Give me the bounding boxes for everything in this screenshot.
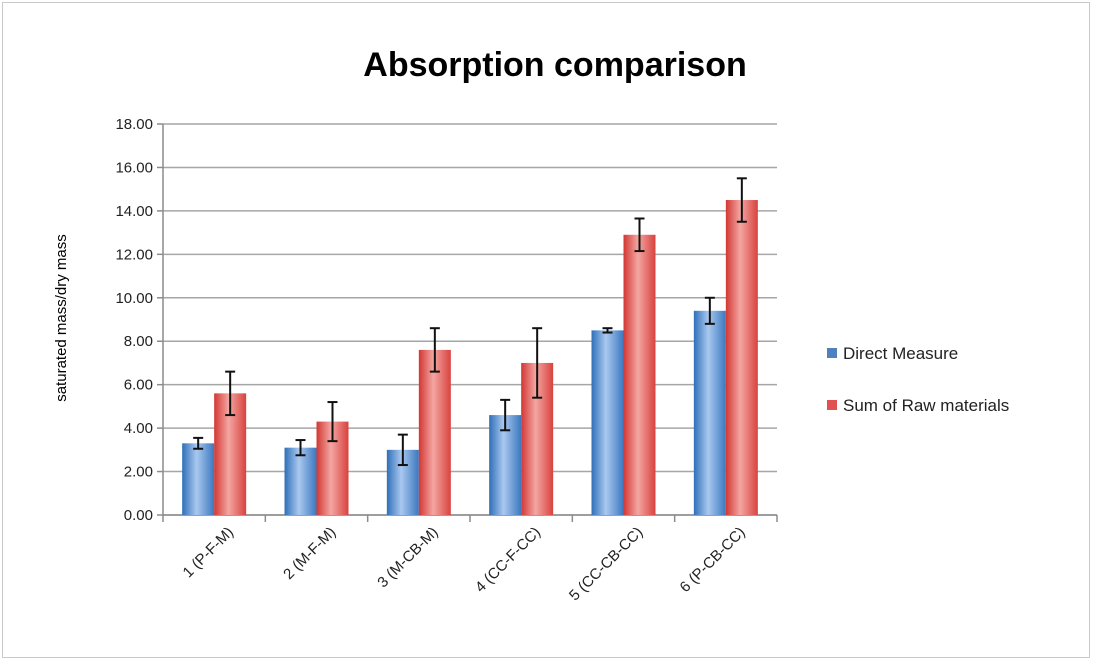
y-tick-label: 6.00 (124, 377, 153, 394)
y-tick-label: 16.00 (115, 159, 153, 176)
legend: Direct Measure Sum of Raw materials (827, 344, 1009, 415)
bar (591, 330, 624, 515)
y-tick-label: 10.00 (115, 290, 153, 307)
y-tick-label: 0.00 (124, 507, 153, 524)
x-category-label: 2 (M-F-M) (280, 524, 339, 583)
y-tick-label: 2.00 (124, 464, 153, 481)
y-tick-label: 8.00 (124, 333, 153, 350)
x-category-label: 1 (P-F-M) (180, 524, 237, 581)
x-category-label: 5 (CC-CB-CC) (566, 524, 646, 604)
legend-swatch (827, 348, 837, 358)
y-tick-label: 18.00 (115, 116, 153, 133)
bar (418, 349, 451, 515)
x-category-label: 3 (M-CB-M) (374, 524, 441, 591)
bar (489, 415, 522, 515)
y-tick-label: 12.00 (115, 246, 153, 263)
y-axis-label: saturated mass/dry mass (53, 234, 70, 402)
bar (284, 447, 317, 515)
legend-label: Sum of Raw materials (843, 396, 1009, 415)
bar (623, 234, 656, 516)
bar (693, 310, 726, 515)
plot-area: 0.00 2.00 4.00 6.00 8.00 10.00 12.00 14.00 16.00… (115, 116, 778, 604)
chart-title: Absorption comparison (363, 46, 746, 84)
bar (182, 443, 215, 515)
legend-swatch (827, 400, 837, 410)
y-tick-label: 4.00 (124, 420, 153, 437)
legend-label: Direct Measure (843, 344, 958, 363)
x-category-label: 4 (CC-F-CC) (472, 524, 544, 596)
x-category-label: 6 (P-CB-CC) (677, 524, 749, 596)
bar (725, 200, 758, 515)
y-tick-label: 14.00 (115, 203, 153, 220)
